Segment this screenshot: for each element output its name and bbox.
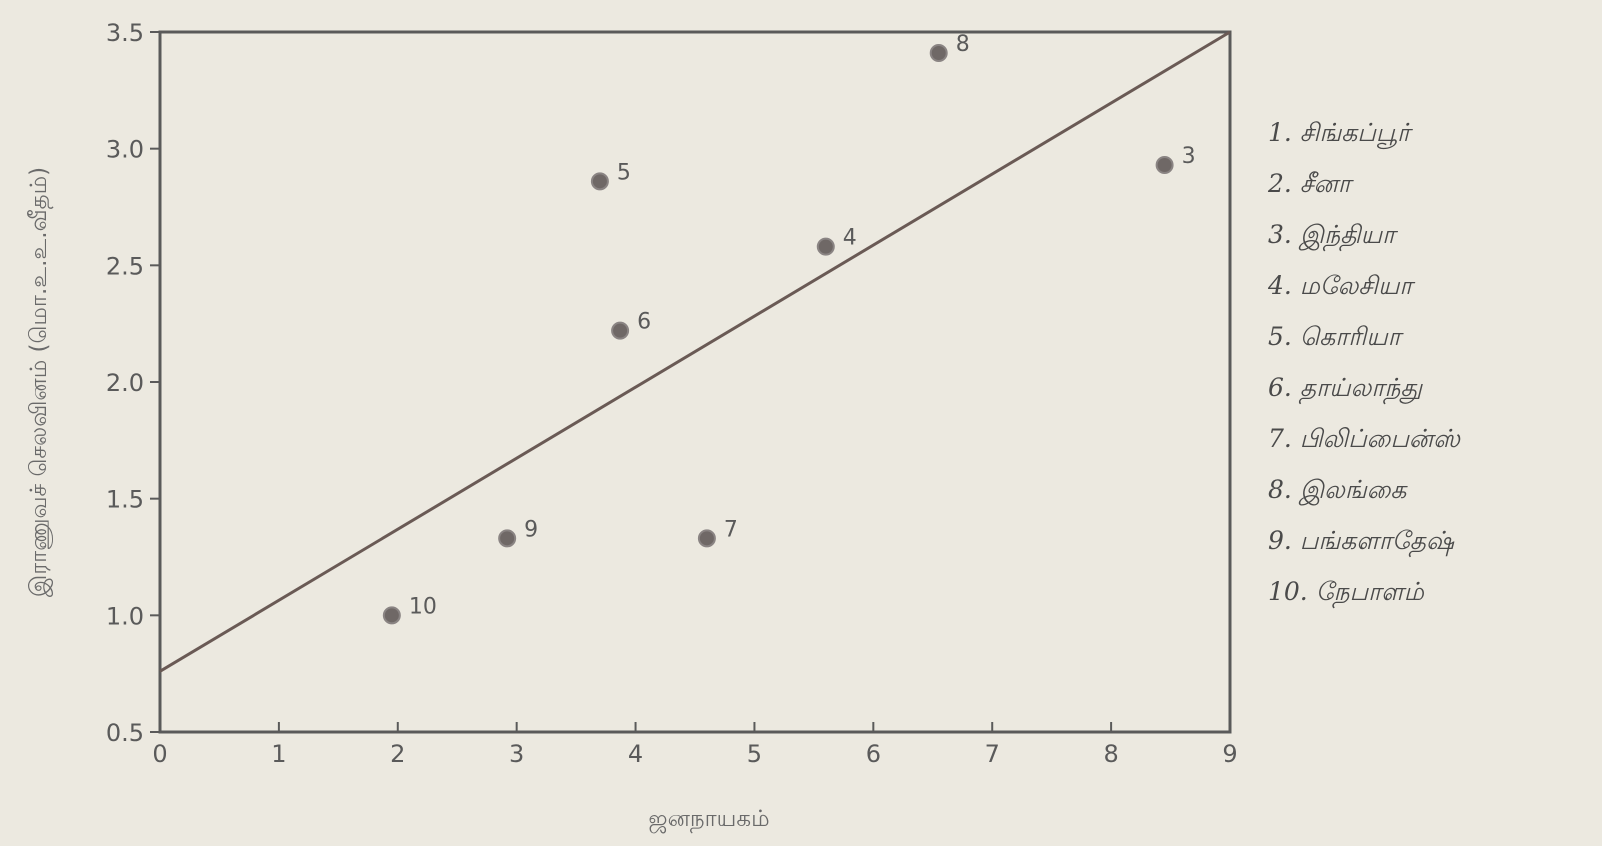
data-point	[697, 529, 716, 548]
trend-line	[159, 30, 1231, 673]
data-point-label: 6	[637, 310, 651, 335]
y-tick-label: 3.5	[106, 19, 144, 47]
data-point-label: 7	[724, 517, 738, 542]
y-axis-ticks: 0.5 1.0 1.5 2.0 2.5 3.0 3.5	[106, 19, 160, 747]
x-tick-label: 8	[1103, 740, 1118, 768]
y-tick-label: 3.0	[106, 136, 144, 164]
data-point-label: 4	[843, 226, 857, 251]
y-tick-label: 2.0	[106, 369, 144, 397]
data-point-label: 8	[956, 32, 970, 57]
x-tick-label: 3	[509, 740, 524, 768]
x-tick-label: 9	[1222, 740, 1237, 768]
x-tick-label: 4	[628, 740, 643, 768]
legend-item: 3. இந்தியா	[1268, 220, 1396, 249]
legend-item: 9. பங்களாதேஷ்	[1268, 526, 1454, 555]
legend: 1. சிங்கப்பூர் 2. சீனா 3. இந்தியா 4. மலே…	[1268, 118, 1588, 628]
x-axis-title: ஜனநாயகம்	[648, 806, 769, 834]
data-point	[382, 606, 401, 625]
y-tick-label: 0.5	[106, 719, 144, 747]
x-tick-label: 5	[747, 740, 762, 768]
y-axis-title: இராணுவச் செலவினம் (மொ.உ.உ.வீதம்)	[26, 167, 53, 597]
data-points: 3 4 5 6 7 8 9 10	[382, 32, 1196, 625]
x-tick-label: 6	[866, 740, 881, 768]
legend-item: 6. தாய்லாந்து	[1268, 373, 1423, 402]
data-point-label: 3	[1182, 144, 1196, 169]
y-tick-label: 2.5	[106, 252, 144, 280]
data-point	[611, 321, 630, 340]
data-point	[816, 237, 835, 256]
data-point	[590, 172, 609, 191]
x-tick-label: 1	[271, 740, 286, 768]
data-point	[1155, 156, 1174, 174]
legend-item: 1. சிங்கப்பூர்	[1268, 118, 1411, 147]
x-tick-label: 2	[390, 740, 405, 768]
data-point-label: 10	[409, 594, 437, 619]
data-point-label: 9	[524, 517, 538, 542]
legend-item: 8. இலங்கை	[1268, 475, 1407, 504]
y-tick-label: 1.0	[106, 602, 144, 630]
legend-item: 2. சீனா	[1268, 169, 1351, 198]
x-axis-ticks: 0 1 2 3 4 5 6 7 8 9	[152, 722, 1238, 768]
data-point	[498, 529, 517, 548]
legend-item: 7. பிலிப்பைன்ஸ்	[1268, 424, 1461, 453]
data-point	[929, 44, 948, 62]
legend-item: 4. மலேசியா	[1268, 271, 1413, 300]
legend-item: 5. கொரியா	[1268, 322, 1401, 351]
x-tick-label: 7	[985, 740, 1000, 768]
x-tick-label: 0	[152, 740, 167, 768]
data-point-label: 5	[617, 160, 631, 185]
legend-item: 10. நேபாளம்	[1268, 577, 1424, 606]
y-tick-label: 1.5	[106, 486, 144, 514]
plot-frame	[158, 30, 1232, 734]
